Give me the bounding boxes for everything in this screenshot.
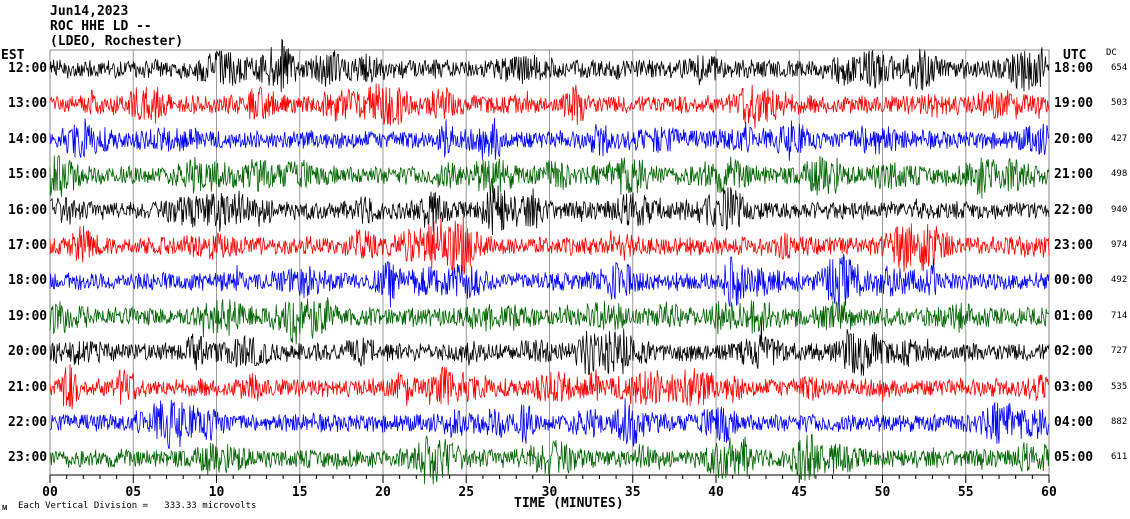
est-label: EST [1, 48, 25, 63]
dc-value: 492 [1111, 275, 1128, 286]
dc-value: 535 [1111, 381, 1128, 392]
dc-value: 498 [1111, 169, 1128, 180]
utc-time-label: 05:00 [1054, 450, 1094, 466]
seismic-trace [49, 253, 1050, 312]
dc-value: 427 [1111, 133, 1128, 144]
station-location: (LDEO, Rochester) [50, 34, 184, 49]
x-tick-label: 45 [791, 485, 807, 500]
est-time-label: 23:00 [8, 450, 48, 466]
x-axis-label: TIME (MINUTES) [514, 496, 624, 511]
est-time-label: 21:00 [8, 379, 48, 395]
x-tick-label: 35 [625, 485, 641, 500]
x-tick-label: 60 [1041, 485, 1057, 500]
utc-time-label: 22:00 [1054, 202, 1094, 218]
x-tick-label: 00 [42, 485, 58, 500]
utc-time-label: 20:00 [1054, 131, 1094, 147]
dc-value: 611 [1111, 452, 1128, 463]
x-tick-label: 50 [875, 485, 891, 500]
x-tick-label: 40 [708, 485, 724, 500]
x-tick-label: 05 [125, 485, 141, 500]
x-tick-label: 10 [209, 485, 225, 500]
utc-time-label: 01:00 [1054, 308, 1094, 324]
est-time-label: 12:00 [8, 61, 48, 76]
seismic-trace [49, 297, 1050, 345]
x-tick-label: 15 [292, 485, 308, 500]
utc-time-label: 00:00 [1054, 273, 1094, 289]
utc-time-label: 19:00 [1054, 96, 1094, 112]
est-time-label: 17:00 [8, 238, 48, 253]
dc-value: 882 [1111, 417, 1128, 427]
utc-time-label: 04:00 [1054, 415, 1094, 430]
seismic-trace [49, 398, 1050, 449]
seismic-trace [49, 117, 1050, 161]
utc-label: UTC [1063, 48, 1087, 63]
seismic-trace [49, 323, 1050, 376]
chart-date: Jun14,2023 [50, 4, 129, 19]
corner-mark: ᴍ [2, 503, 8, 513]
seismic-trace [50, 185, 1050, 236]
seismic-trace [49, 216, 1050, 275]
utc-time-label: 18:00 [1054, 61, 1094, 76]
utc-time-label: 21:00 [1054, 167, 1094, 183]
seismic-trace [49, 433, 1050, 485]
scale-note: Each Vertical Division = 333.33 microvol… [18, 501, 257, 511]
x-tick-label: 20 [375, 485, 391, 500]
est-time-label: 15:00 [8, 167, 48, 183]
est-time-label: 13:00 [8, 96, 48, 112]
seismic-trace [49, 83, 1050, 129]
utc-time-label: 02:00 [1054, 344, 1094, 360]
utc-time-label: 03:00 [1054, 379, 1094, 395]
utc-time-label: 23:00 [1054, 238, 1094, 253]
x-tick-label: 30 [542, 485, 558, 500]
dc-value: 940 [1111, 204, 1128, 215]
est-time-label: 20:00 [8, 344, 48, 360]
dc-value: 714 [1111, 310, 1128, 321]
seismic-trace [49, 364, 1050, 410]
dc-value: 727 [1111, 346, 1128, 357]
x-tick-label: 55 [958, 485, 974, 500]
dc-value: 974 [1111, 240, 1128, 250]
seismic-trace [49, 155, 1050, 199]
est-time-label: 14:00 [8, 131, 48, 147]
station-code: ROC HHE LD -- [50, 19, 152, 34]
est-time-label: 16:00 [8, 202, 48, 218]
dc-value: 654 [1111, 63, 1128, 73]
seismic-trace [49, 38, 1050, 93]
x-tick-label: 25 [458, 485, 474, 500]
est-time-label: 19:00 [8, 308, 48, 324]
est-time-label: 22:00 [8, 415, 48, 430]
est-time-label: 18:00 [8, 273, 48, 289]
dc-label: DC [1106, 48, 1117, 58]
dc-value: 503 [1111, 98, 1128, 109]
